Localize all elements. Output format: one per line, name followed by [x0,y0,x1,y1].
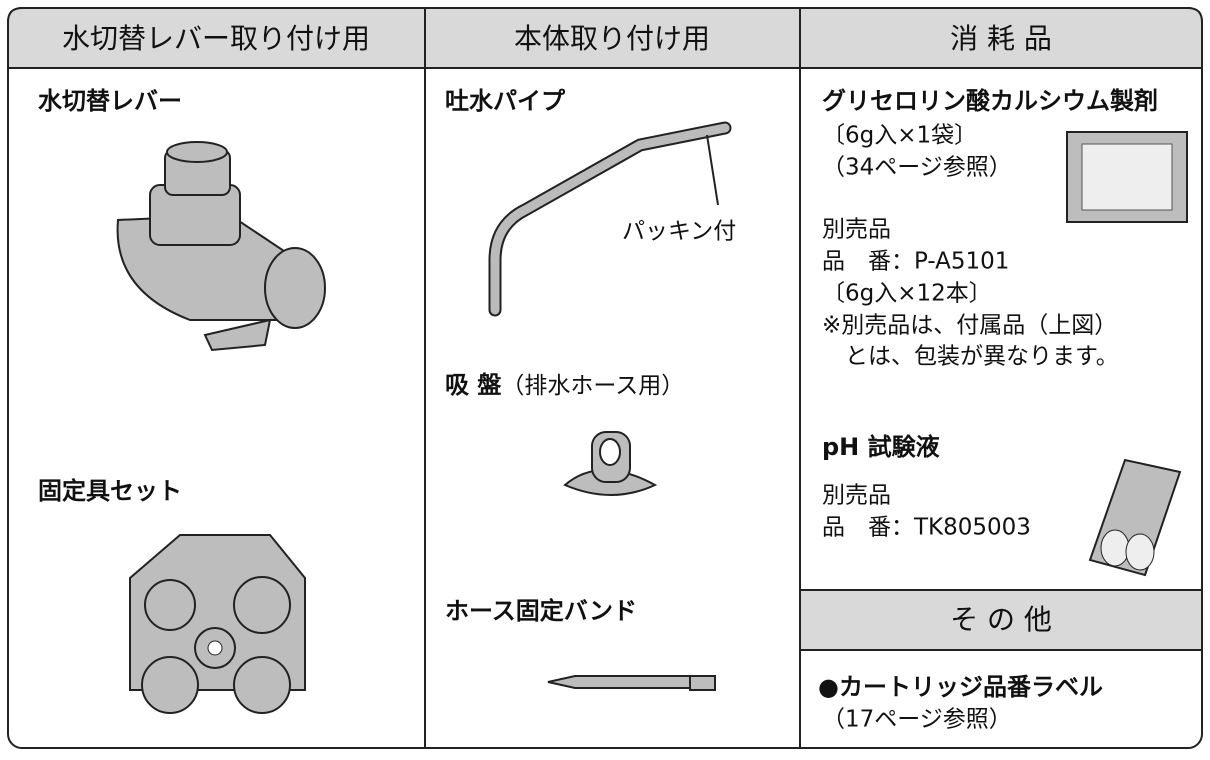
line: （34ページ参照） [822,155,1012,181]
sachet-illustration [1066,131,1188,223]
line: 品 番：TK805003 [822,515,1031,541]
fixture-illustration [129,534,306,714]
line: 別売品 [822,217,891,243]
pipe-illustration [488,121,732,317]
line: とは、包装が異なります。 [822,344,1119,370]
label: 吸 盤 [445,371,502,399]
callout: パッキン付 [622,219,736,245]
item-title: グリセロリン酸カルシウム製剤 [822,87,1158,115]
band-illustration [547,675,716,691]
line: （17ページ参照） [822,707,1012,733]
note: （排水ホース用） [501,373,684,399]
item-title: 吐水パイプ [445,87,566,115]
header: そ の 他 [950,603,1052,636]
item-title: 水切替レバー [38,87,182,115]
item-title: ●カートリッジ品番ラベル [818,673,1103,701]
ph-illustration [1088,458,1182,577]
header-band [7,7,1203,69]
line: 品 番：P-A5101 [822,249,1009,275]
item-title: ホース固定バンド [445,597,637,625]
line: 〔6g入×1袋〕 [822,123,977,149]
header: 本体取り付け用 [514,22,710,55]
item-title: pH 試験液 [822,433,940,461]
line: ※別売品は、付属品（上図） [822,313,1117,339]
item-title: 固定具セット [38,477,182,505]
header: 水切替レバー取り付け用 [62,22,370,55]
line: 〔6g入×12本〕 [822,281,992,307]
line: 別売品 [822,483,891,509]
header: 消 耗 品 [950,22,1052,55]
lever-illustration [116,141,326,352]
item-title: 吸 盤（排水ホース用） [445,371,684,399]
sucker-illustration [563,431,658,496]
other-header-band [799,589,1203,651]
